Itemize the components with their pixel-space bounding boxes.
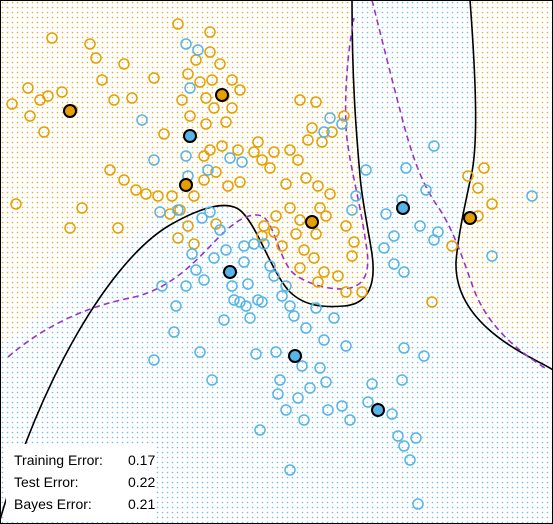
blue-bold-point-3 [372, 404, 384, 416]
bayes-error-value: 0.21 [128, 494, 155, 514]
orange-bold-point-4 [464, 212, 476, 224]
training-error-label: Training Error: [14, 450, 103, 470]
test-error-value: 0.22 [128, 472, 155, 492]
blue-bold-point-2 [289, 350, 301, 362]
orange-bold-point-3 [306, 216, 318, 228]
training-error-value: 0.17 [128, 450, 155, 470]
test-error-label: Test Error: [14, 472, 79, 492]
bayes-error-label: Bayes Error: [14, 494, 92, 514]
blue-bold-point-0 [184, 130, 196, 142]
blue-bold-point-1 [224, 266, 236, 278]
orange-bold-point-2 [180, 179, 192, 191]
orange-bold-point-1 [216, 89, 228, 101]
blue-bold-point-4 [397, 202, 409, 214]
orange-bold-point-0 [64, 105, 76, 117]
error-summary-box: Training Error: 0.17 Test Error: 0.22 Ba… [6, 444, 156, 522]
